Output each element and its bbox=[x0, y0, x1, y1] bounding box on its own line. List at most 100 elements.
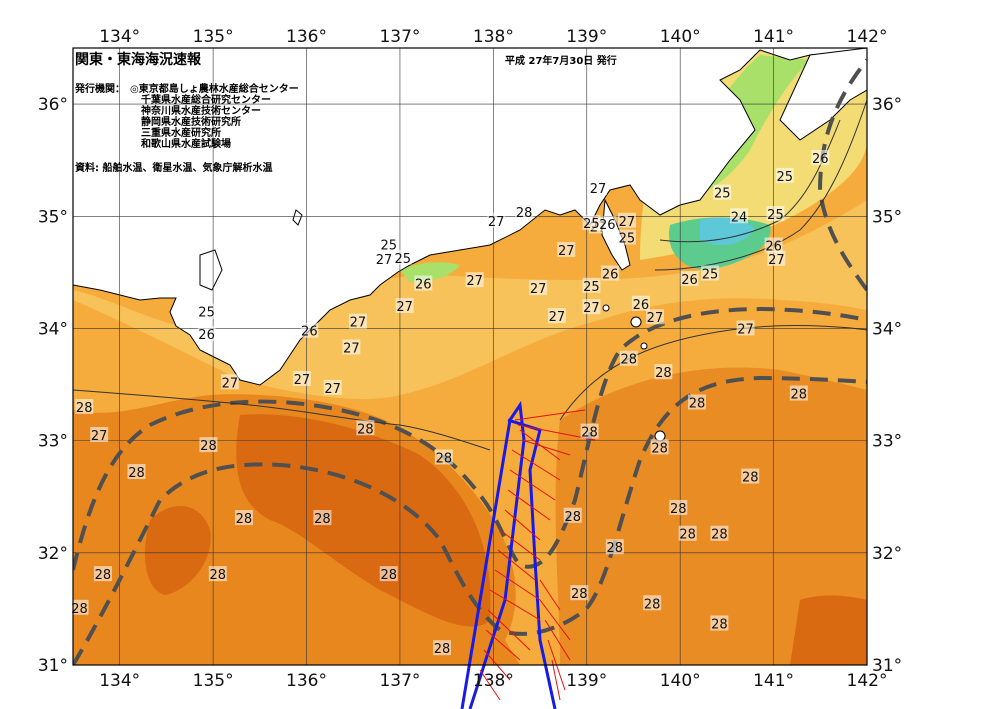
isotherm-label-bg bbox=[619, 350, 638, 366]
land-island-oshima bbox=[630, 316, 642, 328]
longitude-labels-top: 134° 135° 136° 137° 138° 139° 140° 141° 142° bbox=[99, 27, 887, 47]
isotherm-label: 28 bbox=[313, 510, 332, 527]
isotherm-value: 26 bbox=[415, 278, 432, 293]
isotherm-label: 25 bbox=[582, 277, 601, 295]
latitude-tick-right: 34° bbox=[872, 319, 902, 339]
isotherm-label-bg bbox=[379, 566, 398, 582]
isotherm-value: 27 bbox=[768, 253, 785, 268]
isotherm-value: 28 bbox=[128, 466, 145, 481]
isotherm-label: 28 bbox=[678, 525, 697, 543]
isotherm-value: 27 bbox=[583, 301, 600, 316]
isotherm-label-bg bbox=[313, 510, 332, 526]
isotherm-label-bg bbox=[197, 303, 216, 319]
isotherm-label: 28 bbox=[432, 640, 451, 657]
isotherm-value: 28 bbox=[711, 617, 728, 632]
isotherm-label: 25 bbox=[775, 167, 794, 185]
isotherm-value: 28 bbox=[711, 528, 728, 543]
isotherm-label-bg bbox=[631, 295, 650, 311]
isotherm-value: 28 bbox=[670, 502, 687, 517]
isotherm-value: 27 bbox=[466, 274, 483, 289]
isotherm-label: 28 bbox=[234, 510, 253, 527]
isotherm-label: 28 bbox=[93, 566, 112, 583]
isotherm-value: 25 bbox=[380, 238, 397, 253]
isotherm-label: 27 bbox=[348, 313, 367, 331]
isotherm-value: 28 bbox=[436, 451, 453, 466]
isotherm-label-bg bbox=[645, 309, 664, 325]
isotherm-label-bg bbox=[292, 370, 311, 386]
longitude-tick-top: 141° bbox=[753, 27, 794, 47]
isotherm-label: 27 bbox=[582, 299, 601, 316]
isotherm-label: 27 bbox=[529, 280, 548, 297]
isotherm-label-bg bbox=[617, 212, 636, 228]
isotherm-value: 25 bbox=[583, 217, 600, 232]
longitude-tick-top: 136° bbox=[286, 27, 327, 47]
issue-date: 平成 27年7月30日 発行 bbox=[505, 54, 617, 67]
longitude-tick-bottom: 134° bbox=[99, 671, 140, 691]
isotherm-label-bg bbox=[220, 374, 239, 390]
isotherm-value: 27 bbox=[376, 253, 393, 268]
isotherm-label-bg bbox=[434, 449, 453, 465]
isotherm-label: 28 bbox=[654, 364, 673, 381]
isotherm-label: 28 bbox=[515, 203, 534, 221]
isotherm-label: 26 bbox=[300, 322, 319, 340]
warm-region-29-core bbox=[236, 414, 491, 627]
isotherm-label: 28 bbox=[643, 595, 662, 612]
isotherm-label: 28 bbox=[669, 499, 688, 517]
isotherm-value: 25 bbox=[702, 267, 719, 282]
isotherm-value: 27 bbox=[324, 382, 341, 397]
isotherm-label-bg bbox=[414, 275, 433, 291]
longitude-tick-top: 135° bbox=[193, 27, 234, 47]
isotherm-label: 27 bbox=[736, 320, 755, 337]
latitude-tick-left: 34° bbox=[38, 319, 68, 339]
isotherm-label: 25 bbox=[379, 236, 398, 253]
isotherm-label-bg bbox=[789, 385, 808, 401]
publisher-4: 三重県水産研究所 bbox=[141, 126, 221, 139]
kuroshio-lines bbox=[73, 58, 867, 665]
isotherm-label-bg bbox=[598, 216, 617, 232]
isotherm-label-bg bbox=[570, 585, 589, 601]
isotherm-label: 27 bbox=[557, 241, 576, 259]
isotherm-label-bg bbox=[605, 539, 624, 555]
isotherm-label-bg bbox=[379, 236, 398, 252]
isotherm-label-bg bbox=[766, 206, 785, 222]
isotherm-label-bg bbox=[764, 237, 783, 253]
latitude-tick-left: 31° bbox=[38, 656, 68, 676]
longitude-tick-bottom: 140° bbox=[660, 671, 701, 691]
kuroshio-east-branch bbox=[817, 58, 867, 292]
isotherm-value: 28 bbox=[357, 422, 374, 437]
land-island-miyake bbox=[640, 342, 648, 350]
isotherm-label: 28 bbox=[570, 585, 589, 602]
isotherm-label-bg bbox=[356, 420, 375, 436]
isotherm-label-bg bbox=[199, 437, 218, 453]
isotherm-label: 26 bbox=[631, 295, 650, 313]
isotherm-label: 28 bbox=[580, 423, 599, 441]
isotherm-value: 27 bbox=[530, 282, 547, 297]
isotherm-label-bg bbox=[75, 398, 94, 414]
isotherm-value: 25 bbox=[777, 170, 794, 185]
isotherm-label-bg bbox=[643, 595, 662, 611]
isotherm-label-bg bbox=[515, 203, 534, 219]
isotherm-label: 28 bbox=[687, 394, 706, 411]
isotherm-value: 26 bbox=[681, 273, 698, 288]
isotherm-value: 27 bbox=[294, 373, 311, 388]
isotherm-label: 26 bbox=[598, 216, 617, 233]
isotherm-label: 26 bbox=[414, 275, 433, 293]
isotherm-value: 28 bbox=[564, 510, 581, 525]
data-source: 資料: 船舶水温、衛星水温、気象庁解析水温 bbox=[75, 161, 272, 174]
isotherm-label-bg bbox=[588, 180, 607, 196]
isotherm-label-bg bbox=[375, 250, 394, 266]
isotherm-label: 28 bbox=[710, 525, 729, 543]
isotherm-label-bg bbox=[395, 298, 414, 314]
isotherm-label-bg bbox=[811, 149, 830, 165]
isotherm-label-bg bbox=[730, 208, 749, 224]
isotherm-value: 28 bbox=[314, 512, 331, 527]
isotherm-value: 27 bbox=[737, 322, 754, 337]
ship-tracks bbox=[460, 400, 596, 709]
isotherm-value: 25 bbox=[714, 187, 731, 202]
isotherm-value: 25 bbox=[198, 306, 215, 321]
isotherm-value: 27 bbox=[549, 310, 566, 325]
latitude-tick-left: 33° bbox=[38, 432, 68, 452]
latitude-tick-left: 32° bbox=[38, 544, 68, 564]
isotherm-label: 27 bbox=[292, 370, 311, 388]
isotherm-value: 26 bbox=[812, 152, 829, 167]
